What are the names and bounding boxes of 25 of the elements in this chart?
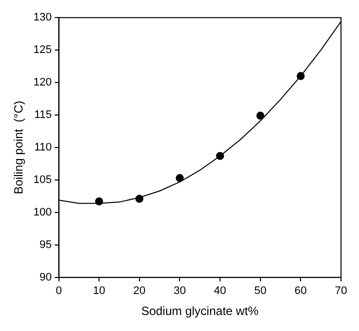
x-tick-label: 60 bbox=[294, 285, 307, 298]
x-axis-title: Sodium glycinate wt% bbox=[141, 304, 259, 318]
x-tick-label: 70 bbox=[334, 285, 348, 298]
y-tick-label: 100 bbox=[33, 206, 52, 218]
x-tick-label: 20 bbox=[133, 285, 146, 298]
point bbox=[216, 152, 224, 160]
y-tick-label: 120 bbox=[33, 76, 52, 89]
y-tick-label: 110 bbox=[34, 142, 52, 154]
point bbox=[95, 197, 104, 206]
point bbox=[135, 194, 144, 203]
y-tick-label: 90 bbox=[40, 271, 52, 284]
point bbox=[256, 112, 264, 120]
y-axis-title: Boiling point (°C) bbox=[12, 100, 26, 194]
x-tick-label: 50 bbox=[254, 285, 266, 298]
point bbox=[296, 72, 305, 80]
y-tick-label: 105 bbox=[33, 174, 52, 186]
y-tick-label: 115 bbox=[34, 109, 52, 122]
x-tick-label: 40 bbox=[214, 285, 226, 298]
y-tick-label: 125 bbox=[33, 44, 52, 56]
point bbox=[176, 174, 184, 182]
x-tick-label: 0 bbox=[56, 285, 62, 298]
y-tick-label: 130 bbox=[33, 12, 52, 24]
y-tick-label: 95 bbox=[40, 238, 52, 251]
x-tick-label: 10 bbox=[92, 285, 106, 298]
x-tick-label: 30 bbox=[174, 285, 186, 298]
